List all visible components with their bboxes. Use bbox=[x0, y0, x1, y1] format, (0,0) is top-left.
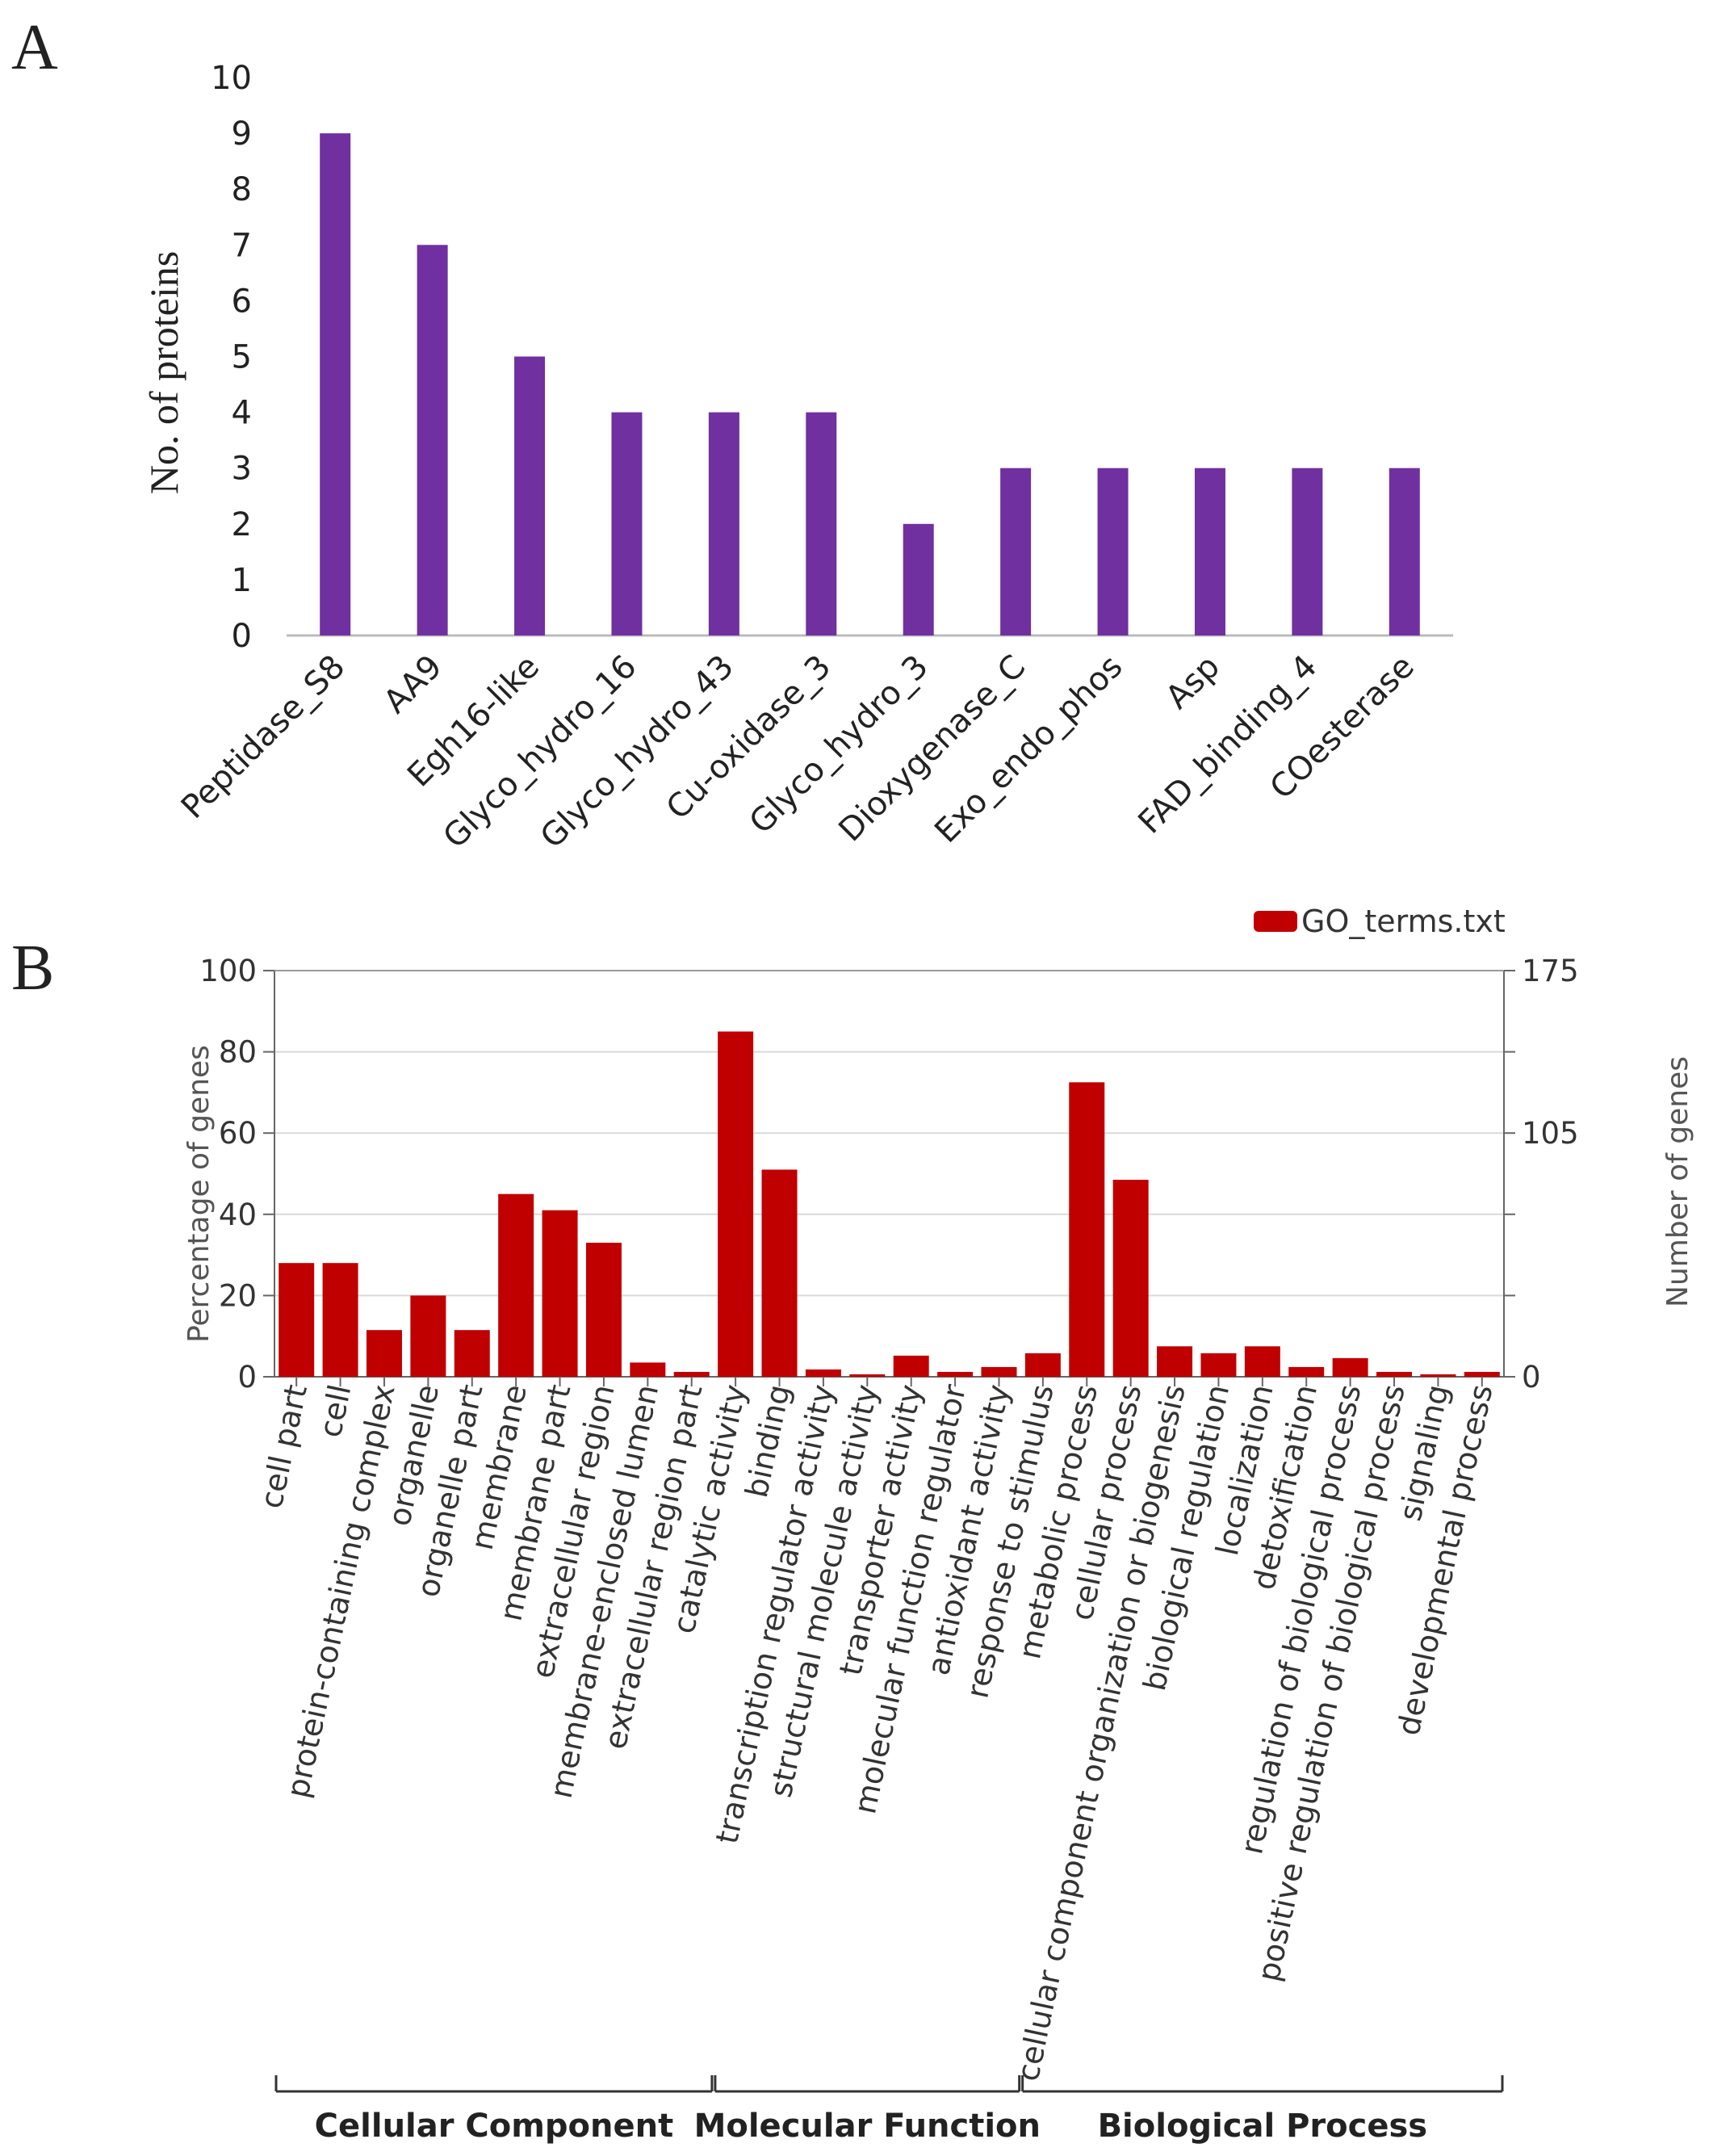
chart-b-bar-10 bbox=[673, 1371, 710, 1377]
chart-b-bar-22 bbox=[1200, 1353, 1237, 1377]
chart-a-x-tick-label: Cu-oxidase_3 bbox=[660, 648, 839, 828]
chart-b-y-tick-label-left: 20 bbox=[219, 1278, 257, 1313]
chart-b-bar-2 bbox=[322, 1263, 358, 1377]
chart-b-bar-25 bbox=[1332, 1357, 1368, 1377]
panel-label-b: B bbox=[11, 933, 54, 1004]
chart-b-legend[interactable]: GO_terms.txt bbox=[1254, 904, 1506, 939]
chart-b-bar-3 bbox=[366, 1330, 402, 1377]
chart-a-x-tick-label: Exo_endo_phos bbox=[928, 648, 1129, 850]
chart-b-legend-label: GO_terms.txt bbox=[1301, 904, 1506, 939]
chart-b-bar-4 bbox=[410, 1295, 446, 1377]
chart-a-bar-9 bbox=[1097, 468, 1129, 635]
chart-a-y-tick-label: 6 bbox=[232, 283, 252, 320]
chart-b-y-tick-label-right: 105 bbox=[1522, 1116, 1579, 1151]
chart-b-bar-5 bbox=[454, 1330, 490, 1377]
chart-b-bar-28 bbox=[1464, 1371, 1500, 1377]
chart-a-bar-3 bbox=[514, 356, 546, 635]
chart-b-bar-19 bbox=[1069, 1082, 1105, 1377]
panel-label-a: A bbox=[11, 12, 58, 83]
chart-a-bar-1 bbox=[320, 133, 351, 636]
chart-b-bar-8 bbox=[585, 1243, 622, 1377]
chart-b-bar-26 bbox=[1376, 1371, 1413, 1377]
chart-b-bar-11 bbox=[718, 1031, 754, 1377]
chart-b-bar-12 bbox=[761, 1169, 798, 1377]
chart-a-y-tick-label: 1 bbox=[232, 562, 252, 599]
chart-a-y-tick-label: 7 bbox=[232, 227, 252, 264]
chart-b-group-label: Molecular Function bbox=[694, 2108, 1041, 2145]
chart-b-y-tick-label-left: 100 bbox=[199, 954, 257, 988]
chart-a-x-tick-label: Glyco_hydro_3 bbox=[743, 648, 936, 841]
chart-a-x-tick-label: AA9 bbox=[377, 648, 450, 721]
chart-b-y-tick-label-left: 80 bbox=[219, 1035, 257, 1070]
chart-a-bar-11 bbox=[1292, 468, 1323, 635]
chart-b-x-tick-label: cell part bbox=[253, 1382, 314, 1512]
chart-b-bar-27 bbox=[1420, 1374, 1456, 1377]
chart-a-y-tick-label: 5 bbox=[232, 339, 252, 376]
chart-b-group-label: Biological Process bbox=[1098, 2108, 1428, 2145]
chart-a-y-tick-label: 9 bbox=[232, 115, 252, 153]
chart-b-bar-20 bbox=[1112, 1180, 1149, 1377]
chart-b-y-tick-label-left: 60 bbox=[219, 1116, 257, 1151]
chart-b-x-tick-label: cell bbox=[312, 1382, 358, 1441]
chart-a-x-tick-label: Asp bbox=[1158, 648, 1227, 717]
chart-a-bar-8 bbox=[1000, 468, 1032, 635]
chart-a-bar-5 bbox=[708, 412, 739, 635]
chart-a-y-tick-label: 10 bbox=[211, 60, 252, 97]
chart-a-bar-2 bbox=[417, 245, 448, 635]
chart-b-legend-swatch bbox=[1254, 911, 1297, 932]
chart-b-bar-14 bbox=[849, 1374, 886, 1377]
chart-a-bar-6 bbox=[806, 412, 837, 635]
chart-b-bar-24 bbox=[1288, 1366, 1325, 1377]
chart-b-y-tick-label-right: 0 bbox=[1522, 1360, 1541, 1395]
chart-a-y-tick-label: 4 bbox=[232, 395, 252, 432]
chart-b-y-axis-title-right: Number of genes bbox=[1661, 1056, 1694, 1307]
chart-b-y-tick-label-left: 40 bbox=[219, 1198, 257, 1232]
chart-a: No. of proteins 0 1 2 3 4 5 6 7 8 9 10 Peptidase_S8… bbox=[141, 60, 1453, 856]
chart-b-y-axis-title-left: Percentage of genes bbox=[182, 1045, 216, 1343]
chart-b-bar-18 bbox=[1024, 1353, 1061, 1377]
chart-b-bar-16 bbox=[937, 1371, 974, 1377]
chart-b-bar-6 bbox=[498, 1193, 534, 1377]
chart-a-x-tick-label: Peptidase_S8 bbox=[174, 648, 352, 826]
chart-b-bar-21 bbox=[1157, 1346, 1193, 1377]
chart-a-y-tick-label: 0 bbox=[232, 618, 252, 655]
chart-b-bar-23 bbox=[1244, 1346, 1280, 1377]
chart-b-bar-13 bbox=[805, 1369, 841, 1377]
chart-a-bar-10 bbox=[1194, 468, 1225, 635]
chart-b-bar-7 bbox=[542, 1210, 578, 1377]
chart-a-bar-4 bbox=[611, 412, 643, 635]
chart-a-y-axis-title: No. of proteins bbox=[141, 251, 186, 494]
chart-b-bar-15 bbox=[893, 1355, 929, 1377]
chart-b-y-tick-label-right: 175 bbox=[1522, 954, 1579, 988]
chart-a-x-tick-label: FAD_binding_4 bbox=[1131, 648, 1324, 841]
chart-a-y-tick-label: 8 bbox=[232, 171, 252, 208]
chart-a-y-tick-label: 2 bbox=[232, 506, 252, 543]
chart-b-bar-1 bbox=[279, 1263, 315, 1377]
chart-b-group-label: Cellular Component bbox=[315, 2108, 674, 2145]
chart-a-y-tick-label: 3 bbox=[232, 451, 252, 488]
chart-b: Percentage of genes Number of genes GO_t… bbox=[182, 904, 1694, 2145]
chart-b-bar-9 bbox=[630, 1362, 666, 1377]
chart-a-bar-12 bbox=[1389, 468, 1420, 635]
chart-a-bar-7 bbox=[903, 523, 934, 635]
chart-b-y-tick-label-left: 0 bbox=[237, 1360, 257, 1395]
chart-b-bar-17 bbox=[981, 1366, 1017, 1377]
